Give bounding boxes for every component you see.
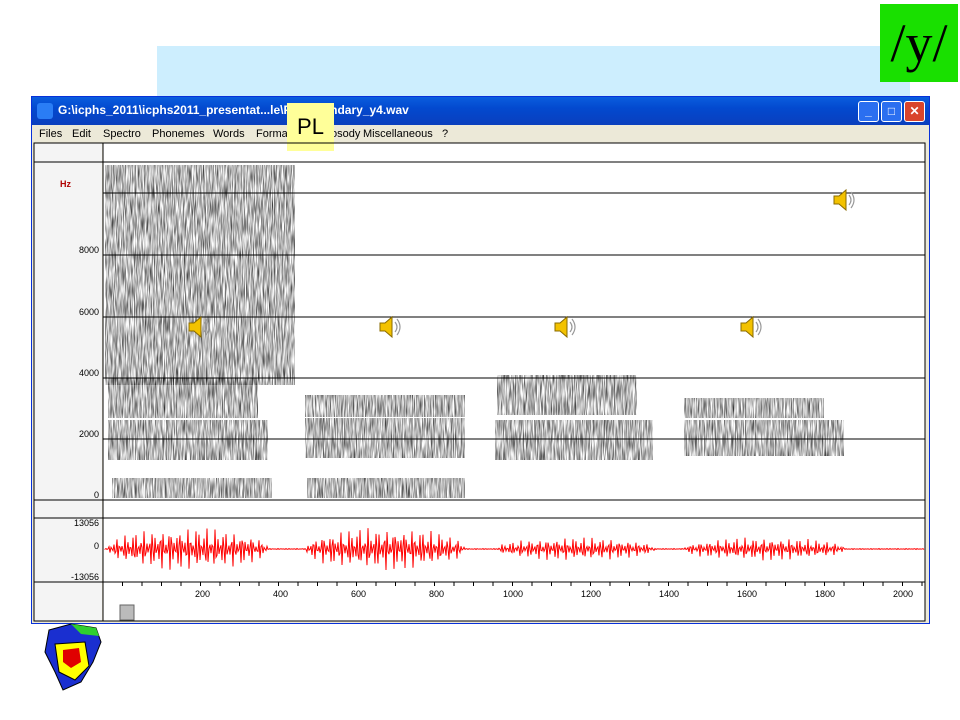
menu-phonemes[interactable]: Phonemes [152, 128, 205, 140]
menu-edit[interactable]: Edit [72, 128, 91, 140]
frequency-tick-label: 0 [93, 490, 99, 500]
time-tick-label: 1400 [658, 589, 679, 599]
frequency-tick-label: 6000 [78, 307, 99, 317]
amplitude-tick-label: -13056 [70, 572, 99, 582]
time-tick-label: 800 [428, 589, 444, 599]
menu-help[interactable]: ? [442, 128, 449, 140]
time-tick-label: 2000 [892, 589, 913, 599]
speaker-icon[interactable] [831, 187, 857, 213]
slide-background-band [157, 46, 910, 96]
plot-area[interactable] [103, 143, 925, 621]
time-tick-label: 600 [350, 589, 366, 599]
menu-miscellaneous[interactable]: Miscellaneous [363, 128, 433, 140]
close-button[interactable]: ✕ [904, 101, 925, 122]
maximize-button[interactable]: □ [881, 101, 902, 122]
window-title: G:\icphs_2011\icphs2011_presentat...le\P… [58, 103, 409, 117]
time-tick-label: 200 [194, 589, 210, 599]
speaker-icon[interactable] [186, 314, 212, 340]
menu-files[interactable]: Files [39, 128, 63, 140]
time-tick-label: 1200 [580, 589, 601, 599]
time-tick-label: 1800 [814, 589, 835, 599]
frequency-tick-label: 2000 [78, 429, 99, 439]
phoneme-badge: /y/ [880, 4, 958, 82]
amplitude-tick-label: 0 [93, 541, 99, 551]
app-logo [44, 623, 102, 691]
time-tick-label: 400 [272, 589, 288, 599]
speaker-icon[interactable] [738, 314, 764, 340]
menu-words[interactable]: Words [213, 128, 245, 140]
frequency-unit-label: Hz [60, 179, 71, 189]
time-tick-label: 1000 [502, 589, 523, 599]
title-bar[interactable]: G:\icphs_2011\icphs2011_presentat...le\P… [32, 97, 929, 125]
speaker-icon[interactable] [377, 314, 403, 340]
menu-spectro[interactable]: Spectro [103, 128, 141, 140]
menu-bar: Files Edit Spectro Phonemes Words Forman… [32, 125, 929, 143]
app-icon [37, 103, 53, 119]
frequency-tick-label: 8000 [78, 245, 99, 255]
speaker-icon[interactable] [552, 314, 578, 340]
minimize-button[interactable]: _ [858, 101, 879, 122]
amplitude-tick-label: 13056 [73, 518, 99, 528]
time-tick-label: 1600 [736, 589, 757, 599]
frequency-tick-label: 4000 [78, 368, 99, 378]
pl-label: PL [287, 103, 334, 151]
